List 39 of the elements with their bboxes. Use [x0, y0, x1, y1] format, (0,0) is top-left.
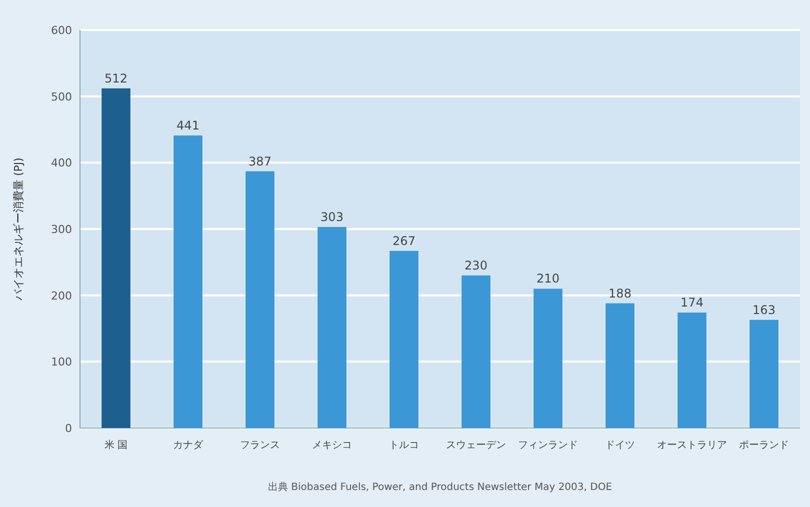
- x-tick-label: オーストラリア: [657, 440, 727, 451]
- data-label: 267: [392, 234, 416, 248]
- data-label: 512: [104, 71, 128, 86]
- x-tick-label: トルコ: [389, 440, 419, 451]
- x-tick-label: フランス: [240, 440, 280, 451]
- x-tick-label: ドイツ: [605, 440, 635, 451]
- x-tick-label: カナダ: [173, 439, 204, 451]
- y-tick-label: 600: [51, 24, 72, 37]
- y-tick-label: 100: [51, 356, 72, 369]
- data-label: 387: [248, 154, 272, 168]
- bar: [318, 227, 346, 428]
- y-axis-title: バイオエネルギー消費量 (PJ): [12, 158, 25, 302]
- bar: [390, 250, 418, 428]
- data-label: 163: [752, 302, 776, 317]
- x-tick-label: メキシコ: [312, 440, 352, 451]
- data-label: 188: [608, 286, 632, 300]
- bar: [750, 320, 778, 428]
- bar: [462, 275, 490, 428]
- y-tick-label: 400: [51, 156, 72, 170]
- data-label: 210: [536, 272, 560, 286]
- bar: [534, 288, 562, 428]
- y-tick-label: 0: [65, 422, 72, 435]
- x-tick-label: フィンランド: [518, 440, 578, 451]
- bar: [174, 135, 202, 428]
- data-label: 303: [320, 210, 344, 224]
- x-tick-label: ポーランド: [739, 440, 789, 451]
- y-tick-label: 200: [51, 289, 72, 302]
- y-tick-label: 300: [51, 223, 72, 236]
- y-tick-label: 500: [51, 90, 72, 104]
- bar: [102, 88, 130, 428]
- bar: [246, 171, 274, 428]
- data-label: 174: [680, 296, 704, 310]
- data-label: 230: [464, 258, 488, 272]
- data-label: 441: [176, 118, 200, 132]
- bar: [678, 312, 706, 428]
- x-tick-label: 米 国: [104, 439, 128, 451]
- bar: [606, 303, 634, 428]
- x-tick-label: スウェーデン: [446, 440, 506, 451]
- source-note: 出典 Biobased Fuels, Power, and Products Newsletter May 2003, DOE: [268, 481, 612, 493]
